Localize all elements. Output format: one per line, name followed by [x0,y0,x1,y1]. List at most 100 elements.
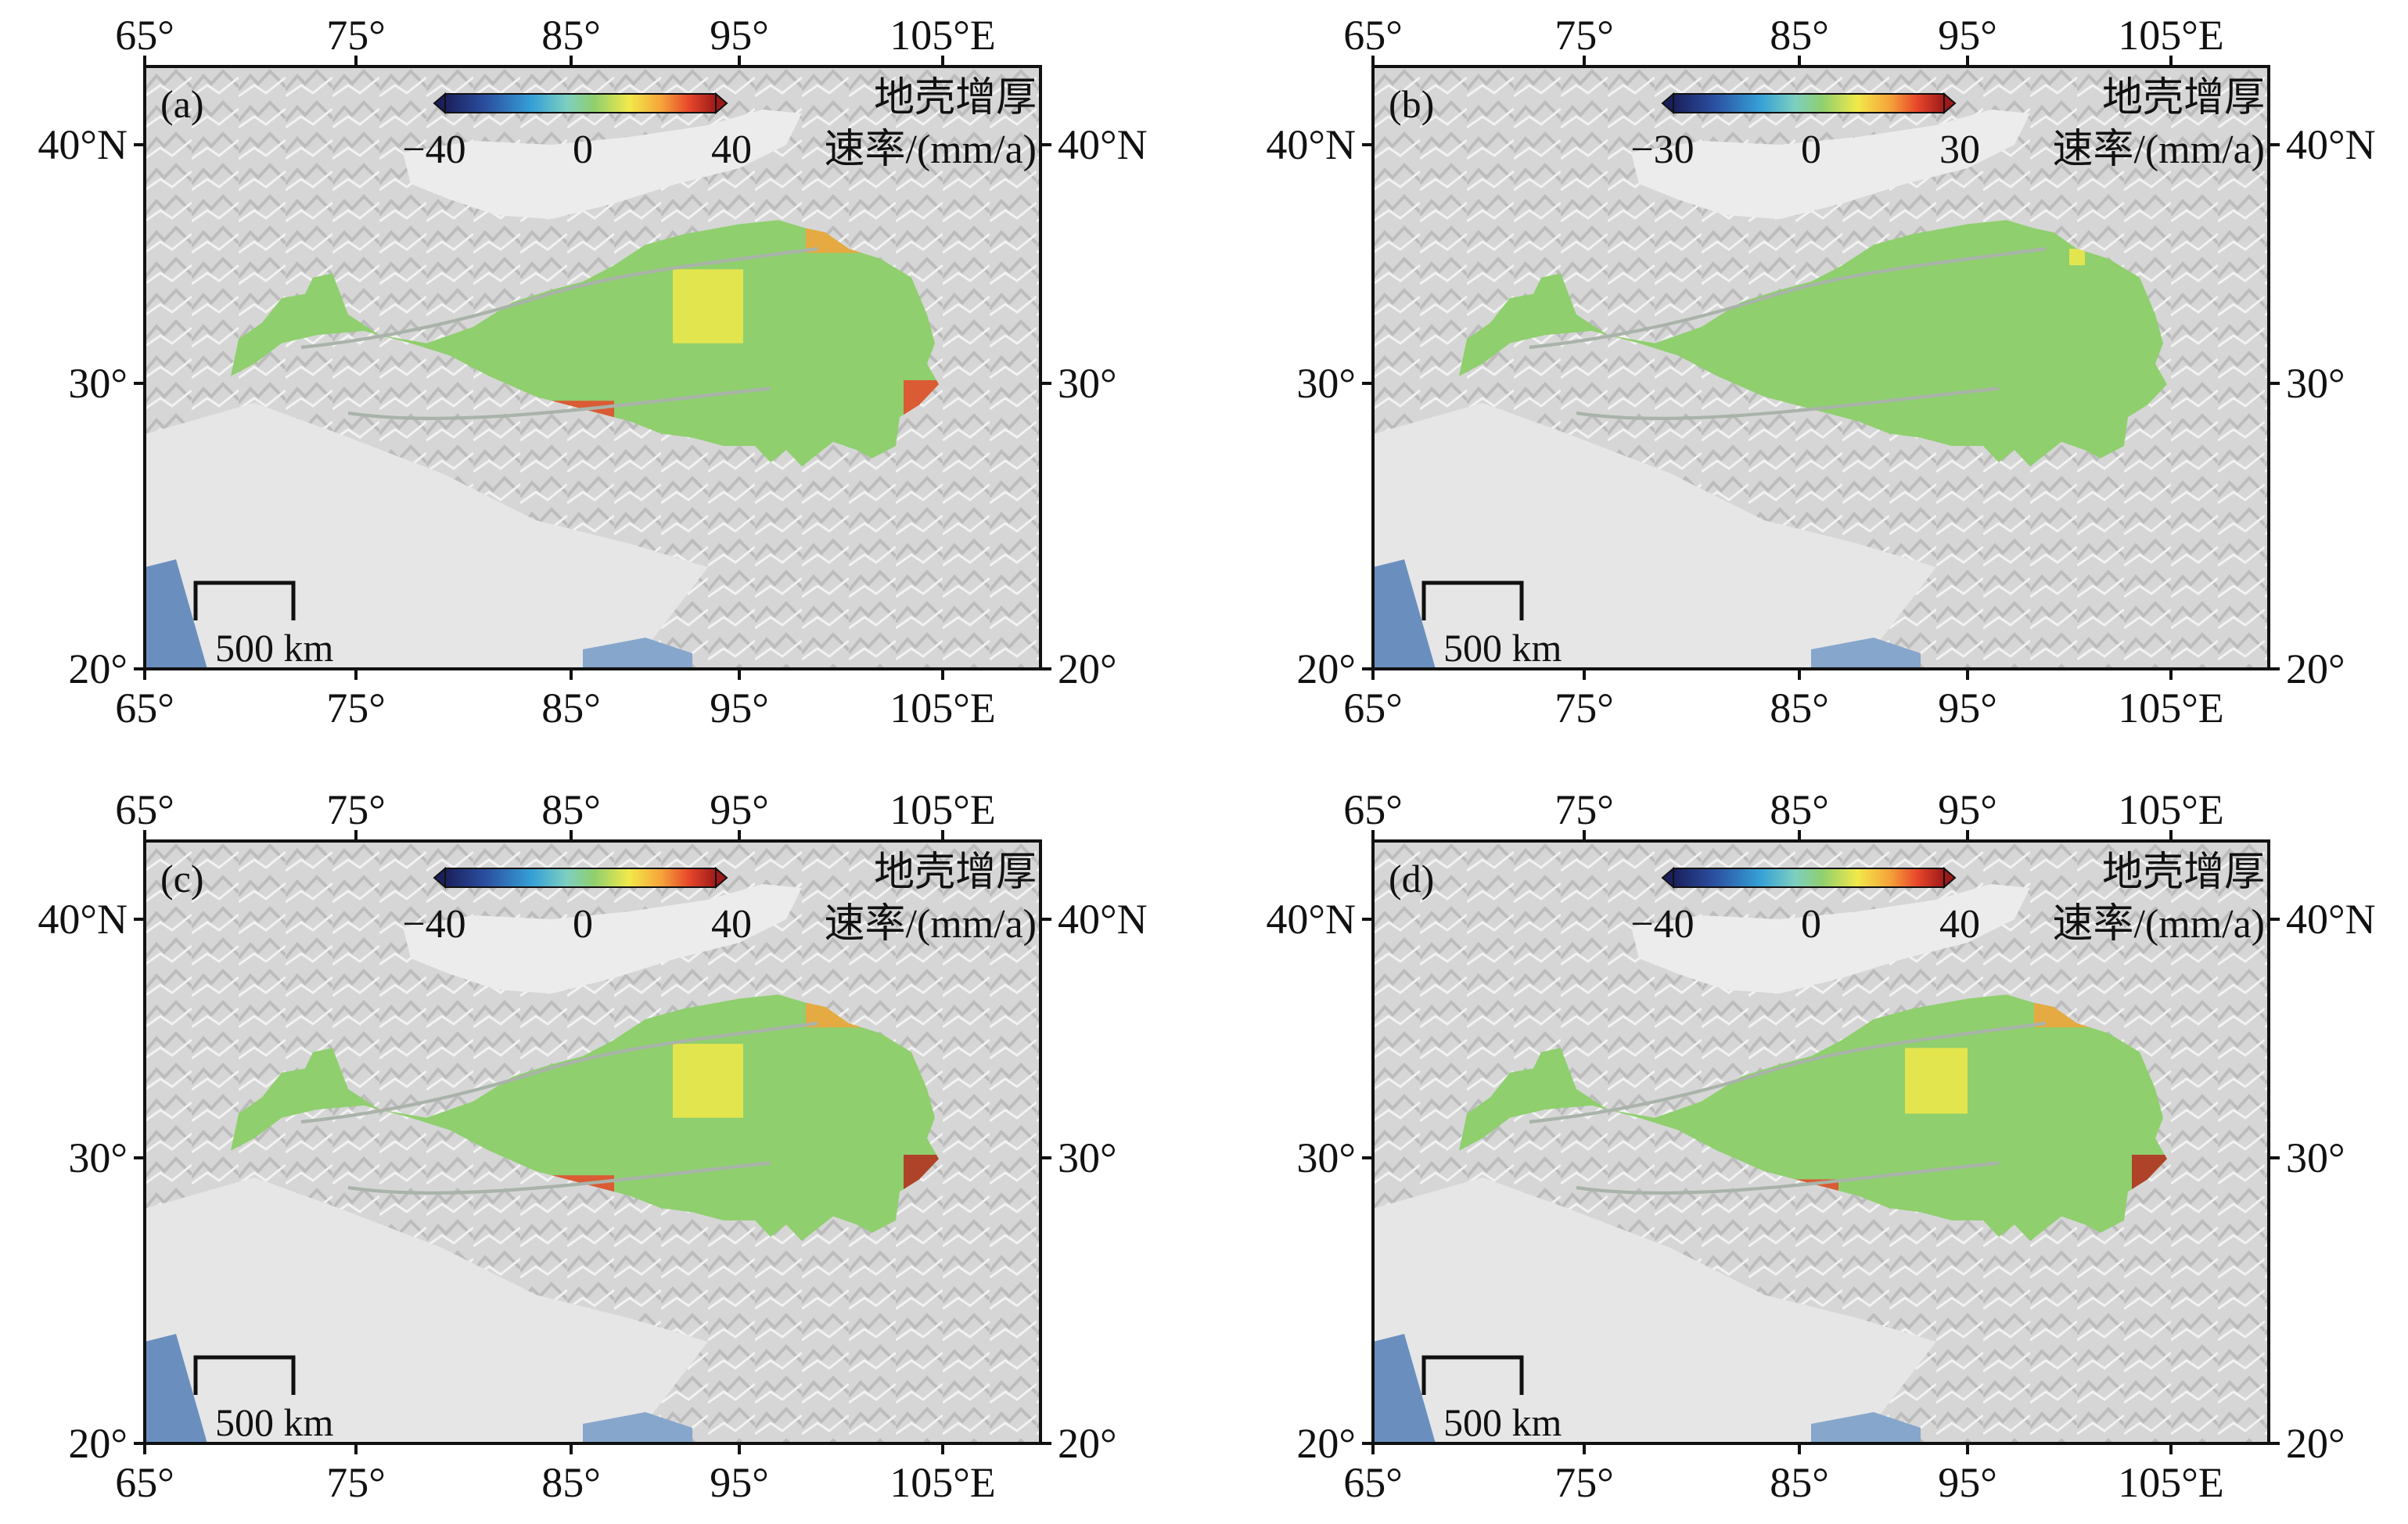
lat-label-right: 30° [2286,360,2345,407]
arabian-sea [145,559,207,669]
indian-plain [1373,1177,1936,1443]
lon-label-top: 65° [115,12,174,59]
colorbar-gradient [1673,868,1945,888]
fault-line [1529,246,2047,350]
lat-label-right: 40°N [2286,121,2376,168]
colorbar-max-label: 30 [1939,128,1980,172]
colorbar-min-label: −40 [1630,902,1694,947]
lon-label-bottom: 65° [1343,1459,1403,1506]
map-frame [1371,839,2270,1445]
rate-cell [1905,1048,1968,1114]
lon-label-top: 105°E [2118,786,2224,833]
scale-bar-label: 500 km [1443,626,1562,670]
fault-line [1529,1021,2047,1124]
fault-line [347,1161,771,1195]
lat-label-right: 30° [1058,360,1117,407]
colorbar-gradient [444,93,717,113]
panel-label: (a) [160,82,204,126]
colorbar-mid-label: 0 [573,128,593,172]
colorbar-title-line1: 地壳增厚 [874,850,1037,895]
lon-label-top: 95° [710,12,769,59]
panel-label: (b) [1389,82,1434,126]
indian-plain [1373,403,1936,669]
lon-label-bottom: 75° [326,1459,386,1506]
colorbar-max-arrow [715,866,728,890]
map-frame [143,65,1042,670]
lon-label-bottom: 85° [1770,1459,1829,1506]
scale-bar-label: 500 km [1443,1400,1562,1444]
colorbar-title-line1: 地壳增厚 [2102,76,2265,120]
fault-line [1576,386,2000,420]
lon-label-bottom: 85° [541,685,601,731]
lon-label-top: 65° [115,786,174,833]
colorbar-gradient [444,868,717,888]
fault-line [1576,1161,2000,1195]
colorbar-max-label: 40 [1939,902,1980,947]
colorbar-mid-label: 0 [1801,902,1821,947]
lon-label-bottom: 85° [1770,685,1829,731]
lon-label-top: 85° [541,786,601,833]
lon-label-top: 75° [326,12,386,59]
lon-label-top: 85° [1770,786,1829,833]
lon-label-bottom: 105°E [890,1459,996,1506]
lat-label-left: 30° [68,1134,128,1181]
lat-label-left: 20° [68,1420,128,1467]
lon-label-bottom: 105°E [890,685,996,731]
arabian-sea [145,1334,207,1443]
lon-label-top: 65° [1343,786,1403,833]
colorbar-max-label: 40 [711,128,752,172]
panel-label: (c) [160,857,204,900]
colorbar-max-arrow [715,92,728,115]
lon-label-top: 75° [326,786,386,833]
tarim-basin [403,110,802,219]
map-frame [1371,65,2270,670]
colorbar-title-line2: 速率/(mm/a) [2052,128,2265,172]
colorbar-title-line1: 地壳增厚 [874,76,1037,120]
map-panel-d: 65° 65° 75° 75° 85° 85° 95° 95° 105°E 105°E 20° 20°… [1266,786,2375,1506]
lon-label-bottom: 75° [1554,1459,1614,1506]
lat-label-right: 30° [2286,1134,2345,1181]
lon-label-bottom: 85° [541,1459,601,1506]
lon-label-bottom: 65° [115,1459,174,1506]
lat-label-left: 20° [68,645,128,692]
colorbar-title-line2: 速率/(mm/a) [824,902,1037,947]
scale-bar: 500 km [1421,1355,1562,1444]
rate-cell [2069,249,2085,265]
lat-label-left: 20° [1296,1420,1356,1467]
lon-label-top: 85° [541,12,601,59]
lat-label-left: 20° [1296,645,1356,692]
colorbar-mid-label: 0 [1801,128,1821,172]
lat-label-left: 30° [68,360,128,407]
colorbar-max-arrow [1943,866,1957,890]
lon-label-bottom: 95° [710,685,769,731]
lon-label-bottom: 65° [115,685,174,731]
arabian-sea [1373,559,1436,669]
map-panel-a: 65° 65° 75° 75° 85° 85° 95° 95° 105°E 105°E 20° 20°… [38,12,1147,731]
scale-bar-label: 500 km [215,1400,334,1444]
lon-label-top: 65° [1343,12,1403,59]
rate-cell [673,269,743,343]
lon-label-top: 95° [710,786,769,833]
lon-label-bottom: 75° [1554,685,1614,731]
fault-line [300,246,818,350]
lon-label-top: 85° [1770,12,1829,59]
scale-bar: 500 km [193,580,334,670]
scale-bar: 500 km [193,1355,334,1444]
colorbar-min-label: −40 [402,128,465,172]
bay-of-bengal [1811,1412,1921,1443]
scale-bar-label: 500 km [215,626,334,670]
indian-plain [145,1177,708,1443]
colorbar-min-label: −40 [402,902,465,947]
lat-label-right: 20° [1058,645,1117,692]
lon-label-bottom: 105°E [2118,685,2224,731]
lon-label-top: 105°E [2118,12,2224,59]
bay-of-bengal [583,638,692,669]
map-panel-b: 65° 65° 75° 75° 85° 85° 95° 95° 105°E 105°E 20° 20°… [1266,12,2375,731]
lat-label-left: 40°N [1266,121,1356,168]
colorbar-min-label: −30 [1630,128,1694,172]
fault-line [300,1021,818,1124]
lat-label-right: 20° [2286,1420,2345,1467]
lat-label-left: 30° [1296,1134,1356,1181]
